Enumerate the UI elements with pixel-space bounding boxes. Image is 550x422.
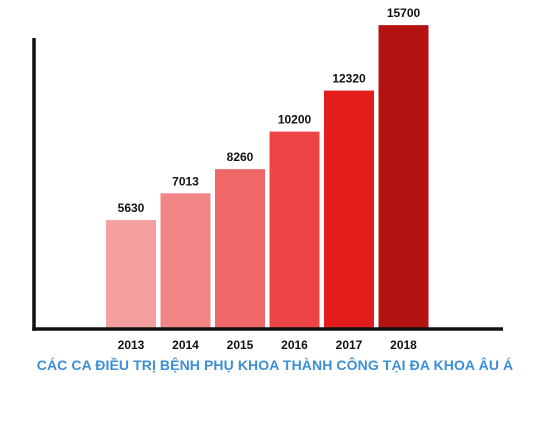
x-tick-2015: 2015 [227, 338, 254, 352]
x-tick-2018: 2018 [390, 338, 417, 352]
x-tick-2017: 2017 [336, 338, 363, 352]
bars [106, 25, 429, 330]
bar-2018 [378, 25, 429, 330]
x-tick-labels: 2013 2014 2015 2016 2017 2018 [118, 338, 418, 352]
bar-2017 [324, 90, 374, 329]
data-label-2018: 15700 [387, 6, 421, 20]
data-label-2014: 7013 [172, 174, 199, 188]
data-label-2013: 5630 [118, 201, 145, 215]
bar-2014 [160, 193, 211, 329]
bar-2015 [215, 169, 265, 329]
chart-title: CÁC CA ĐIỀU TRỊ BỆNH PHỤ KHOA THÀNH CÔNG… [36, 357, 514, 373]
data-labels: 5630 7013 8260 10200 12320 15700 [118, 6, 421, 215]
bar-2013 [106, 220, 156, 329]
x-tick-2016: 2016 [281, 338, 308, 352]
data-label-2016: 10200 [278, 113, 312, 127]
x-tick-2014: 2014 [172, 338, 199, 352]
bar-2016 [269, 131, 320, 329]
data-label-2017: 12320 [332, 72, 366, 86]
x-tick-2013: 2013 [118, 338, 145, 352]
data-label-2015: 8260 [227, 150, 254, 164]
